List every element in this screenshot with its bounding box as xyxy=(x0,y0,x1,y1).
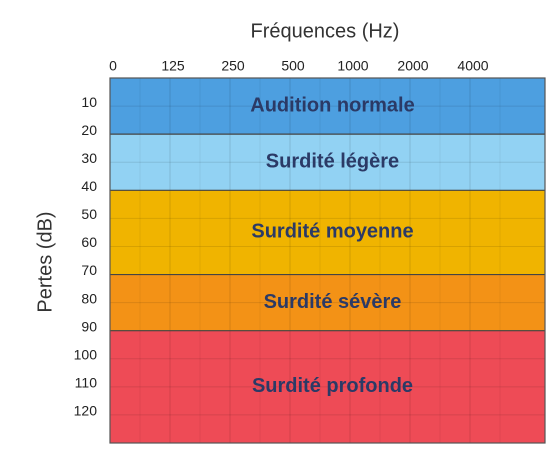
x-tick-label: 1000 xyxy=(337,58,368,74)
y-tick-label: 30 xyxy=(81,150,97,166)
band-label: Surdité profonde xyxy=(252,375,413,397)
y-tick-label: 40 xyxy=(81,178,97,194)
chart-title: Fréquences (Hz) xyxy=(251,20,400,42)
x-tick-label: 0 xyxy=(109,58,117,74)
y-axis-label: Pertes (dB) xyxy=(34,211,56,312)
y-tick-label: 50 xyxy=(81,206,97,222)
y-tick-label: 60 xyxy=(81,234,97,250)
y-tick-label: 20 xyxy=(81,122,97,138)
y-tick-label: 110 xyxy=(75,375,98,391)
band xyxy=(110,134,545,191)
band xyxy=(110,78,545,135)
y-tick-label: 70 xyxy=(81,262,97,278)
band xyxy=(110,330,545,443)
x-tick-label: 125 xyxy=(161,58,185,74)
y-tick-label: 80 xyxy=(81,290,97,306)
x-tick-label: 4000 xyxy=(457,58,488,74)
y-tick-label: 10 xyxy=(81,94,97,110)
y-tick-label: 120 xyxy=(74,403,98,419)
band xyxy=(110,190,545,275)
y-tick-label: 100 xyxy=(74,346,98,362)
band-label: Surdité sévère xyxy=(264,291,402,313)
y-tick-label: 90 xyxy=(81,318,97,334)
x-tick-label: 250 xyxy=(221,58,245,74)
band-label: Surdité légère xyxy=(266,151,399,173)
x-tick-label: 2000 xyxy=(397,58,428,74)
x-tick-label: 500 xyxy=(281,58,305,74)
band-label: Audition normale xyxy=(250,94,414,116)
band xyxy=(110,274,545,331)
band-label: Surdité moyenne xyxy=(251,221,413,243)
plot-border xyxy=(109,77,546,444)
